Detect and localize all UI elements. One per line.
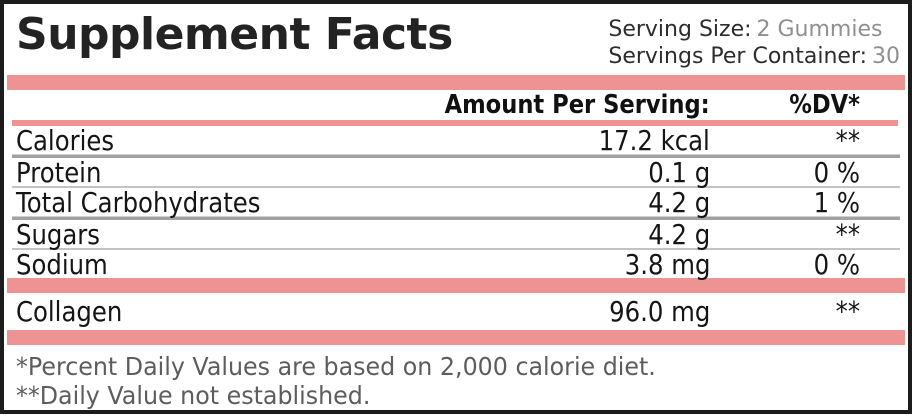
nutrient-dv: ** bbox=[835, 123, 860, 157]
page-title: Supplement Facts bbox=[16, 9, 453, 60]
nutrient-row-calories: Calories 17.2 kcal ** bbox=[4, 123, 908, 157]
nutrient-label: Sugars bbox=[16, 217, 101, 251]
dv-column-header: %DV* bbox=[789, 90, 860, 120]
nutrient-dv: 0 % bbox=[813, 247, 860, 281]
row-separator bbox=[12, 154, 900, 158]
footnote-daily-values: *Percent Daily Values are based on 2,000… bbox=[16, 352, 656, 381]
nutrient-row-total-carbohydrates: Total Carbohydrates 4.2 g 1 % bbox=[4, 185, 908, 219]
nutrient-row-sugars: Sugars 4.2 g ** bbox=[4, 217, 908, 251]
row-separator bbox=[12, 248, 900, 250]
nutrient-label: Sodium bbox=[16, 247, 108, 281]
serving-size-label: Serving Size: bbox=[608, 17, 752, 42]
serving-size-value: 2 Gummies bbox=[756, 17, 883, 42]
nutrient-row-sodium: Sodium 3.8 mg 0 % bbox=[4, 247, 908, 281]
amount-column-header: Amount Per Serving: bbox=[444, 90, 710, 120]
servings-per-container-line: Servings Per Container: 30 bbox=[608, 43, 900, 70]
divider-bar-bottom bbox=[7, 330, 905, 345]
row-separator bbox=[12, 186, 900, 188]
nutrient-label: Protein bbox=[16, 155, 102, 189]
footnote-not-established: **Daily Value not established. bbox=[16, 381, 371, 410]
nutrient-amount: 0.1 g bbox=[648, 155, 710, 189]
column-header-row: Amount Per Serving: %DV* bbox=[4, 90, 908, 120]
servings-per-container-label: Servings Per Container: bbox=[608, 44, 867, 69]
nutrient-amount: 3.8 mg bbox=[624, 247, 710, 281]
nutrient-dv: 1 % bbox=[813, 185, 860, 219]
nutrient-amount: 17.2 kcal bbox=[598, 123, 710, 157]
nutrient-label: Total Carbohydrates bbox=[16, 185, 261, 219]
divider-bar-top bbox=[7, 75, 905, 90]
nutrient-dv: 0 % bbox=[813, 155, 860, 189]
nutrient-amount: 4.2 g bbox=[648, 185, 710, 219]
label-header: Supplement Facts Serving Size: 2 Gummies … bbox=[4, 4, 908, 75]
nutrient-label: Calories bbox=[16, 123, 115, 157]
servings-per-container-value: 30 bbox=[872, 44, 900, 69]
serving-info: Serving Size: 2 Gummies Servings Per Cont… bbox=[608, 16, 900, 70]
divider-bar-middle bbox=[7, 278, 905, 293]
nutrient-label: Collagen bbox=[16, 295, 123, 328]
nutrient-row-collagen: Collagen 96.0 mg ** bbox=[4, 293, 908, 330]
nutrient-dv: ** bbox=[835, 295, 860, 328]
divider-bar-thin bbox=[12, 120, 898, 126]
nutrient-amount: 4.2 g bbox=[648, 217, 710, 251]
nutrient-amount: 96.0 mg bbox=[608, 295, 710, 328]
nutrient-dv: ** bbox=[835, 217, 860, 251]
serving-size-line: Serving Size: 2 Gummies bbox=[608, 16, 900, 43]
footnotes: *Percent Daily Values are based on 2,000… bbox=[4, 345, 908, 410]
nutrient-row-protein: Protein 0.1 g 0 % bbox=[4, 155, 908, 189]
row-separator bbox=[12, 216, 900, 220]
